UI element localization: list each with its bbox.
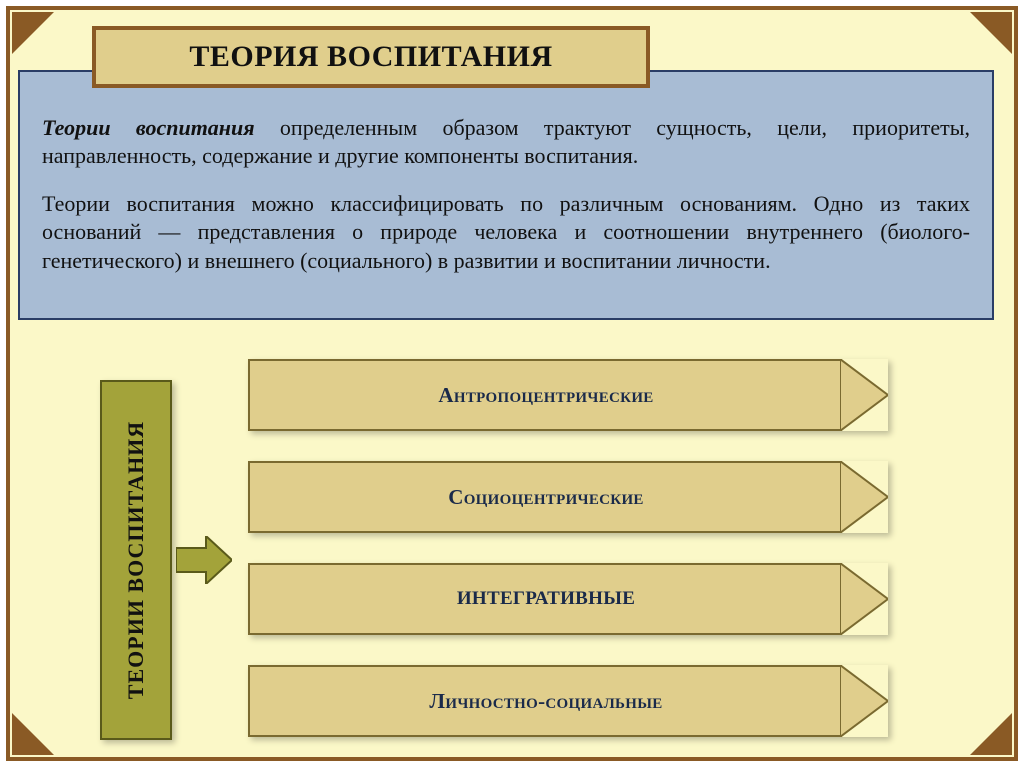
category-item: Личностно-социальные xyxy=(248,665,888,737)
corner-bevel-tr xyxy=(970,12,1012,54)
category-label: Антропоцентрические xyxy=(438,383,653,408)
category-label: Социоцентрические xyxy=(448,485,644,510)
chevron-right-icon xyxy=(840,563,888,635)
slide-stage: Теории воспитания определенным образом т… xyxy=(0,0,1024,767)
chevron-right-icon xyxy=(840,461,888,533)
title-bar: ТЕОРИЯ ВОСПИТАНИЯ xyxy=(92,26,650,88)
category-body: Социоцентрические xyxy=(248,461,842,533)
side-category-label: ТЕОРИИ ВОСПИТАНИЯ xyxy=(100,380,172,740)
categories-list: Антропоцентрические Социоцентрические ИН… xyxy=(248,359,888,737)
arrow-right-icon xyxy=(176,536,232,584)
chevron-right-icon xyxy=(840,359,888,431)
corner-bevel-br xyxy=(970,713,1012,755)
page-title: ТЕОРИЯ ВОСПИТАНИЯ xyxy=(189,40,552,74)
definition-panel: Теории воспитания определенным образом т… xyxy=(18,70,994,320)
intro-lead: Теории воспитания xyxy=(42,115,255,140)
chevron-right-icon xyxy=(840,665,888,737)
category-label: ИНТЕГРАТИВНЫЕ xyxy=(457,588,635,610)
category-body: ИНТЕГРАТИВНЫЕ xyxy=(248,563,842,635)
corner-bevel-bl xyxy=(12,713,54,755)
side-label-text: ТЕОРИИ ВОСПИТАНИЯ xyxy=(123,421,149,699)
intro-paragraph-1: Теории воспитания определенным образом т… xyxy=(42,114,970,170)
category-body: Антропоцентрические xyxy=(248,359,842,431)
category-label: Личностно-социальные xyxy=(429,689,662,714)
category-item: ИНТЕГРАТИВНЫЕ xyxy=(248,563,888,635)
intro-paragraph-2: Теории воспитания можно классифицировать… xyxy=(42,190,970,274)
corner-bevel-tl xyxy=(12,12,54,54)
category-item: Антропоцентрические xyxy=(248,359,888,431)
category-body: Личностно-социальные xyxy=(248,665,842,737)
category-item: Социоцентрические xyxy=(248,461,888,533)
